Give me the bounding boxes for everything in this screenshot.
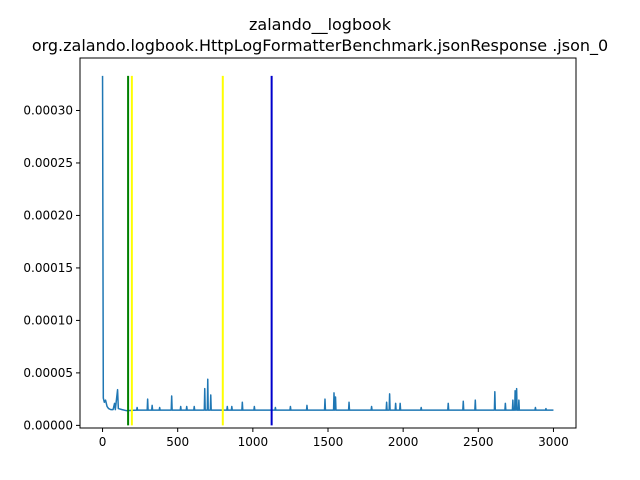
y-tick-label: 0.00000 [23,418,73,432]
chart-subtitle: org.zalando.logbook.HttpLogFormatterBenc… [31,36,609,55]
x-tick-label: 1000 [238,435,269,449]
x-tick-label: 1500 [313,435,344,449]
vertical-markers [127,75,273,426]
y-tick-label: 0.00020 [23,208,73,222]
series-line-0 [101,75,554,412]
y-tick-label: 0.00005 [23,366,73,380]
axes-frame [79,57,577,429]
y-tick-label: 0.00030 [23,103,73,117]
x-tick-label: 3000 [538,435,569,449]
y-tick-label: 0.00025 [23,156,73,170]
x-tick-label: 2000 [388,435,419,449]
y-axis: 0.00000 0.00005 0.00010 0.00015 0.00020 0.000… [23,103,80,432]
chart-title: zalando__logbook [249,15,391,34]
x-tick-label: 500 [166,435,189,449]
series-layer [101,75,554,412]
x-tick-label: 0 [99,435,107,449]
x-tick-label: 2500 [463,435,494,449]
x-axis: 0 500 1000 1500 2000 2500 3000 [99,428,569,449]
y-tick-label: 0.00015 [23,261,73,275]
y-tick-label: 0.00010 [23,313,73,327]
